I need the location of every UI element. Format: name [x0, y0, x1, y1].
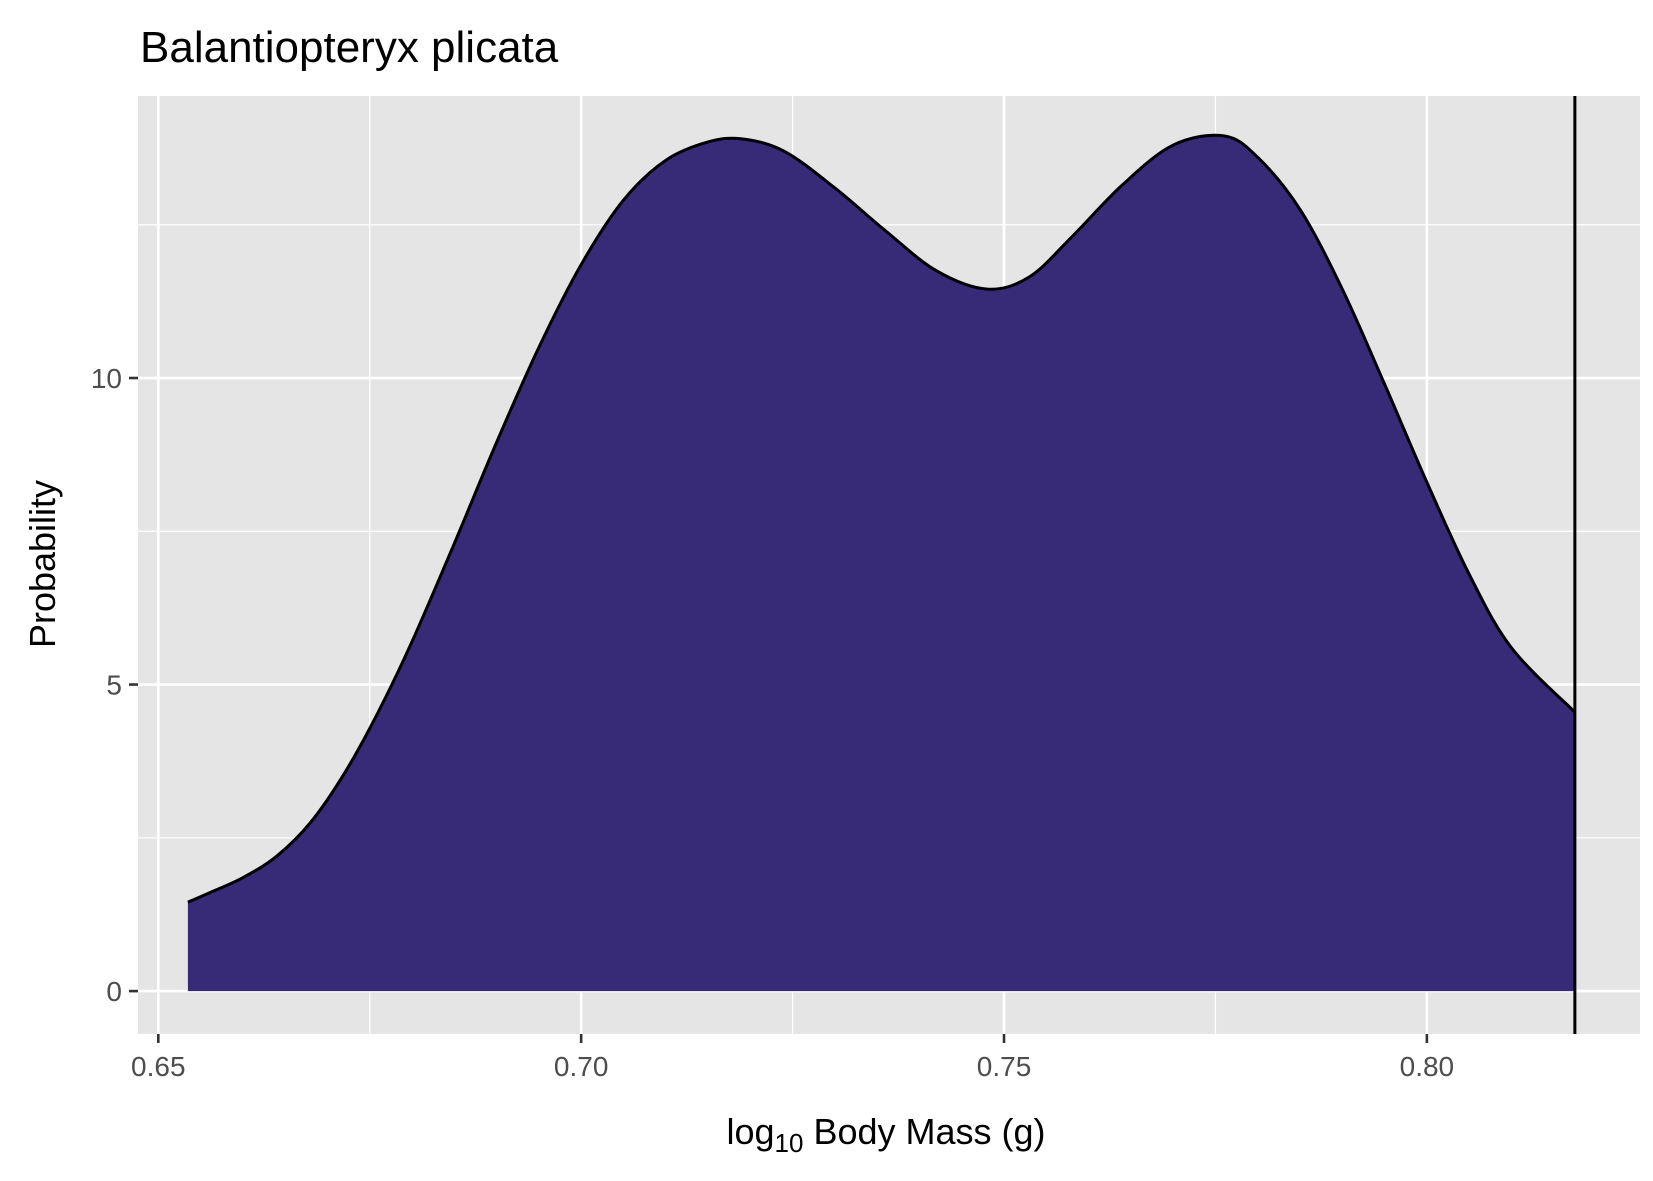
x-tick-label: 0.65 [131, 1051, 186, 1082]
y-tick-label: 10 [91, 363, 122, 394]
x-axis-title-prefix: log [726, 1111, 774, 1152]
y-tick-label: 5 [106, 670, 122, 701]
x-axis-title-subscript: 10 [775, 1128, 804, 1158]
density-curve [187, 133, 1576, 904]
x-tick-label: 0.80 [1400, 1051, 1455, 1082]
x-axis-title: log10 Body Mass (g) [726, 1111, 1045, 1158]
chart-title: Balantiopteryx plicata [140, 23, 559, 72]
y-tick-label: 0 [106, 976, 122, 1007]
density-area [187, 135, 1575, 992]
x-tick-label: 0.75 [977, 1051, 1032, 1082]
x-tick-label: 0.70 [554, 1051, 609, 1082]
y-axis-ticks: 0 5 10 [91, 363, 138, 1007]
x-axis-title-suffix: Body Mass (g) [803, 1111, 1045, 1152]
x-axis-ticks: 0.65 0.70 0.75 0.80 [131, 1034, 1454, 1082]
y-axis-title: Probability [22, 480, 63, 648]
